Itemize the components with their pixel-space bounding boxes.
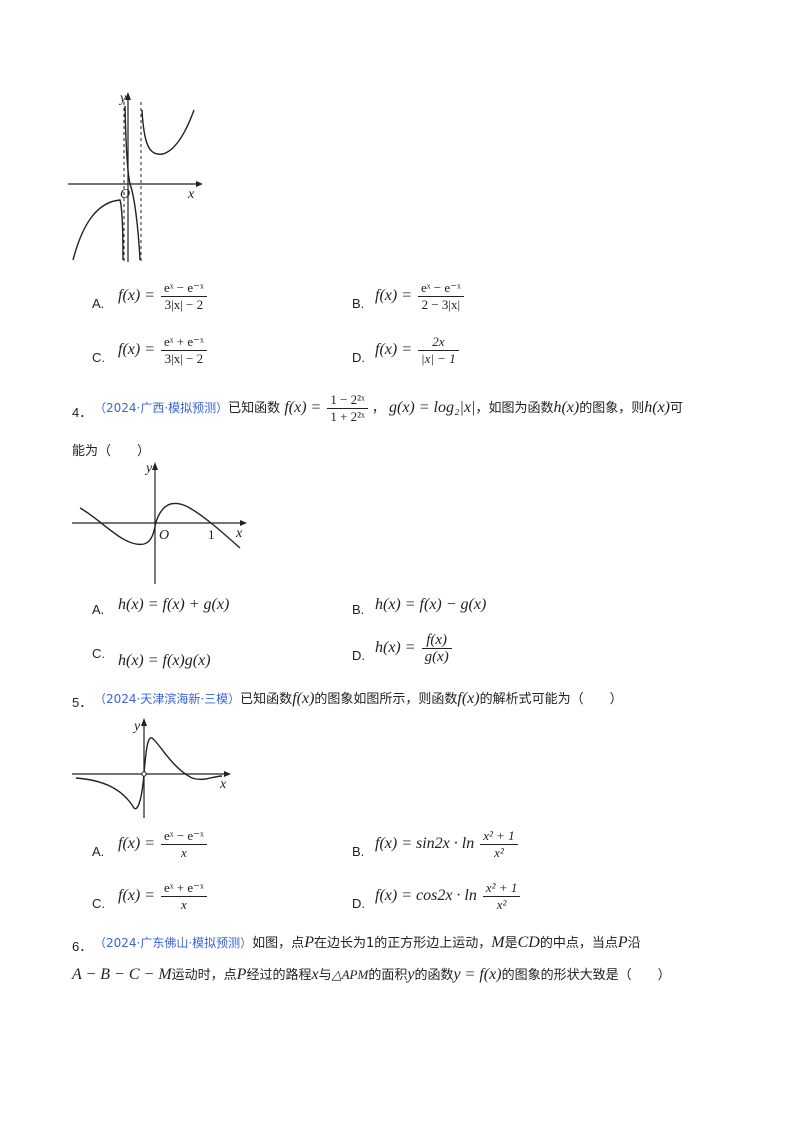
q4-option-b-formula: h(x) = f(x) − g(x) [375, 596, 487, 613]
q4-option-b-letter: B. [352, 602, 365, 617]
q3-option-b-formula: f(x) = eˣ − e⁻ˣ 2 − 3|x| [375, 280, 464, 313]
q4-stem-line2: 能为（ ） [72, 444, 151, 459]
q4-option-c-letter: C. [92, 646, 105, 661]
q3-option-c-letter: C. [92, 350, 105, 365]
q4-origin-label: O [159, 528, 169, 543]
q5-option-b-formula: f(x) = sin2x · ln x² + 1 x² [375, 828, 518, 861]
q6-stem-line1: （2024·广东佛山·模拟预测）如图，点P在边长为1的正方形边上运动，M是CD的… [94, 934, 641, 951]
q4-y-label: y [144, 461, 153, 476]
q5-option-c-letter: C. [92, 896, 105, 911]
q4-graph: y x O 1 [72, 461, 247, 584]
q3-option-a-letter: A. [92, 296, 105, 311]
q3-option-a-formula: f(x) = eˣ − e⁻ˣ 3|x| − 2 [118, 280, 207, 313]
q5-number: 5． [72, 695, 93, 710]
q4-option-a-formula: h(x) = f(x) + g(x) [118, 596, 230, 613]
q5-graph: y x [72, 718, 231, 818]
q3-origin-label: O [120, 187, 130, 202]
q3-option-b-letter: B. [352, 296, 365, 311]
q4-option-d-letter: D. [352, 648, 365, 663]
q4-stem-line1: （2024·广西·模拟预测）已知函数 f(x) = 1 − 2²ˣ 1 + 2²ˣ… [94, 392, 684, 424]
q3-option-d-formula: f(x) = 2x |x| − 1 [375, 334, 459, 367]
q3-x-label: x [187, 187, 195, 202]
q5-option-d-formula: f(x) = cos2x · ln x² + 1 x² [375, 880, 521, 913]
q5-stem: （2024·天津滨海新·三模）已知函数f(x)的图象如图所示，则函数f(x)的解… [94, 690, 623, 707]
q4-source: （2024·广西·模拟预测） [94, 401, 229, 416]
q5-option-c-formula: f(x) = eˣ + e⁻ˣ x [118, 880, 207, 913]
q4-option-a-letter: A. [92, 602, 105, 617]
q5-option-a-letter: A. [92, 844, 105, 859]
q6-stem-line2: A − B − C − M运动时，点P经过的路程x与△APM的面积y的函数y =… [72, 966, 671, 983]
q6-source: （2024·广东佛山·模拟预测） [94, 936, 253, 950]
q4-option-d-formula: h(x) = f(x) g(x) [375, 632, 452, 665]
q3-option-c-formula: f(x) = eˣ + e⁻ˣ 3|x| − 2 [118, 334, 207, 367]
q6-number: 6． [72, 939, 93, 954]
q5-option-d-letter: D. [352, 896, 365, 911]
q4-option-c-formula: h(x) = f(x)g(x) [118, 652, 211, 669]
q3-y-label: y [118, 91, 127, 106]
q3-graph: y x O [68, 91, 203, 262]
q3-option-d-letter: D. [352, 350, 365, 365]
q5-option-b-letter: B. [352, 844, 365, 859]
q4-number: 4． [72, 405, 93, 420]
q5-x-label: x [219, 777, 227, 792]
q4-x-label: x [235, 526, 243, 541]
q5-source: （2024·天津滨海新·三模） [94, 692, 241, 706]
q5-y-label: y [132, 719, 141, 734]
q5-option-a-formula: f(x) = eˣ − e⁻ˣ x [118, 828, 207, 861]
q4-one-label: 1 [208, 527, 215, 542]
